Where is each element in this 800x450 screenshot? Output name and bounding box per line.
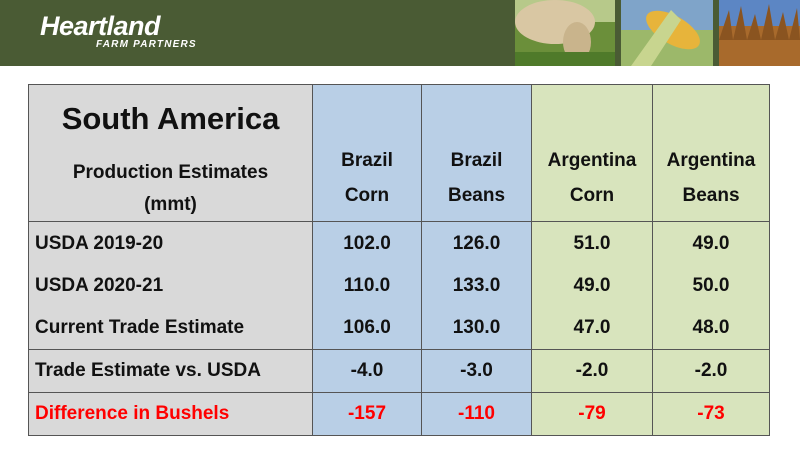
table-cell: -4.0 [312, 349, 422, 393]
brazil-beans-estimates: 126.0 133.0 130.0 [421, 221, 532, 350]
table-cell: 47.0 [573, 316, 611, 338]
row-label-usda-2020-21: USDA 2020-21 [35, 274, 164, 296]
table-cell: 49.0 [573, 274, 611, 296]
column-header-line2: Corn [344, 185, 390, 206]
table-cell: 106.0 [343, 316, 391, 338]
table-cell: 130.0 [452, 316, 501, 338]
argentina-beans-estimates: 49.0 50.0 48.0 [652, 221, 770, 350]
table-title: South America [61, 101, 280, 136]
brazil-corn-estimates: 102.0 110.0 106.0 [312, 221, 422, 350]
column-header-line2: Beans [682, 185, 740, 206]
header-banner: Heartland FARM PARTNERS [0, 0, 800, 66]
soybean-field-photo [719, 0, 800, 66]
column-header-line1: Argentina [547, 150, 637, 171]
table-cell: -79 [531, 392, 653, 436]
column-header-argentina-corn: Argentina Corn [531, 84, 653, 222]
column-header-line2: Beans [447, 185, 506, 206]
table-cell: -157 [312, 392, 422, 436]
subtitle-line-2: (mmt) [144, 194, 197, 215]
brand-name: Heartland [40, 11, 161, 41]
table-cell: 110.0 [343, 274, 391, 296]
row-label-trade-vs-usda: Trade Estimate vs. USDA [28, 349, 313, 393]
table-subtitle: Production Estimates (mmt) [29, 157, 312, 221]
brand-subtitle: FARM PARTNERS [96, 39, 197, 50]
row-label-usda-2019-20: USDA 2019-20 [35, 232, 164, 254]
estimate-row-labels: USDA 2019-20 USDA 2020-21 Current Trade … [28, 221, 313, 350]
table-cell: -73 [652, 392, 770, 436]
table-cell: 51.0 [573, 232, 611, 254]
table-cell: 102.0 [343, 232, 391, 254]
difference-in-bushels-row: Difference in Bushels -157 -110 -79 -73 [28, 392, 770, 436]
subtitle-line-1: Production Estimates [72, 162, 269, 183]
table-cell: -110 [421, 392, 532, 436]
column-header-line1: Argentina [666, 150, 756, 171]
row-label-current-trade-estimate: Current Trade Estimate [35, 316, 245, 338]
column-header-argentina-beans: Argentina Beans [652, 84, 770, 222]
column-header-line1: Brazil [341, 150, 393, 171]
table-cell: -2.0 [531, 349, 653, 393]
row-label-difference-in-bushels: Difference in Bushels [28, 392, 313, 436]
column-header-line2: Corn [569, 185, 615, 206]
argentina-corn-estimates: 51.0 49.0 47.0 [531, 221, 653, 350]
table-cell: 126.0 [452, 232, 501, 254]
table-cell: 133.0 [452, 274, 501, 296]
column-header-brazil-corn: Brazil Corn [312, 84, 422, 222]
table-cell: -3.0 [421, 349, 532, 393]
brand-logo: Heartland FARM PARTNERS [40, 11, 197, 51]
title-cell: South America Production Estimates (mmt) [28, 84, 313, 222]
production-estimates-table: South America Production Estimates (mmt)… [28, 84, 770, 436]
estimate-rows-group: USDA 2019-20 USDA 2020-21 Current Trade … [28, 221, 770, 350]
corn-ear-photo [621, 0, 713, 66]
column-header-brazil-beans: Brazil Beans [421, 84, 532, 222]
column-header-line1: Brazil [450, 150, 503, 171]
table-cell: 48.0 [692, 316, 730, 338]
table-cell: 49.0 [692, 232, 730, 254]
table-header-row: South America Production Estimates (mmt)… [28, 84, 770, 222]
trade-vs-usda-row: Trade Estimate vs. USDA -4.0 -3.0 -2.0 -… [28, 349, 770, 393]
cow-grazing-photo [515, 0, 615, 66]
table-cell: 50.0 [692, 274, 730, 296]
table-cell: -2.0 [652, 349, 770, 393]
